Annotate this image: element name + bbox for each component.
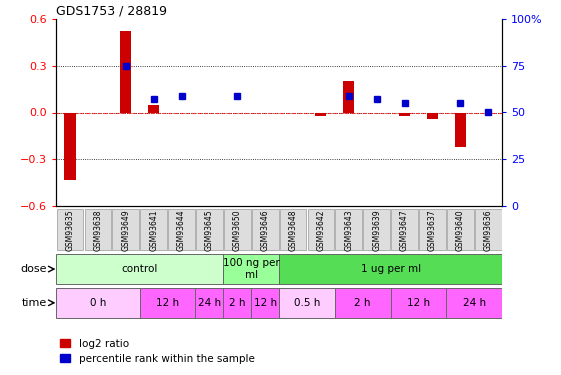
FancyBboxPatch shape <box>252 209 279 251</box>
Text: GSM93646: GSM93646 <box>261 209 270 251</box>
FancyBboxPatch shape <box>364 209 390 251</box>
Text: 24 h: 24 h <box>198 298 221 308</box>
FancyBboxPatch shape <box>223 254 279 284</box>
Bar <box>315 112 327 116</box>
FancyBboxPatch shape <box>195 288 223 318</box>
FancyBboxPatch shape <box>447 288 502 318</box>
FancyBboxPatch shape <box>419 209 446 251</box>
Text: 2 h: 2 h <box>229 298 246 308</box>
Text: dose: dose <box>21 264 47 274</box>
Bar <box>455 112 466 147</box>
Text: 0 h: 0 h <box>90 298 106 308</box>
Text: GSM93642: GSM93642 <box>316 209 325 251</box>
FancyBboxPatch shape <box>140 209 167 251</box>
FancyBboxPatch shape <box>475 209 502 251</box>
FancyBboxPatch shape <box>224 209 251 251</box>
FancyBboxPatch shape <box>447 209 473 251</box>
FancyBboxPatch shape <box>279 254 502 284</box>
Bar <box>148 105 159 112</box>
Text: 2 h: 2 h <box>355 298 371 308</box>
FancyBboxPatch shape <box>57 209 84 251</box>
Text: GSM93648: GSM93648 <box>288 209 297 251</box>
FancyBboxPatch shape <box>223 288 251 318</box>
Text: GSM93637: GSM93637 <box>428 209 437 251</box>
Text: 100 ng per
ml: 100 ng per ml <box>223 258 279 280</box>
Text: 12 h: 12 h <box>254 298 277 308</box>
FancyBboxPatch shape <box>56 254 223 284</box>
Text: 1 ug per ml: 1 ug per ml <box>361 264 421 274</box>
Text: GSM93649: GSM93649 <box>121 209 130 251</box>
FancyBboxPatch shape <box>112 209 139 251</box>
Text: GDS1753 / 28819: GDS1753 / 28819 <box>56 4 167 18</box>
Text: GSM93638: GSM93638 <box>94 209 103 251</box>
FancyBboxPatch shape <box>335 209 362 251</box>
FancyBboxPatch shape <box>279 209 306 251</box>
FancyBboxPatch shape <box>56 288 140 318</box>
Text: GSM93635: GSM93635 <box>66 209 75 251</box>
Bar <box>343 81 355 112</box>
Text: GSM93643: GSM93643 <box>344 209 353 251</box>
FancyBboxPatch shape <box>307 209 334 251</box>
FancyBboxPatch shape <box>168 209 195 251</box>
Text: GSM93647: GSM93647 <box>400 209 409 251</box>
FancyBboxPatch shape <box>335 288 390 318</box>
Text: GSM93636: GSM93636 <box>484 209 493 251</box>
Text: 12 h: 12 h <box>156 298 179 308</box>
FancyBboxPatch shape <box>391 209 418 251</box>
Text: time: time <box>22 298 47 308</box>
FancyBboxPatch shape <box>251 288 279 318</box>
FancyBboxPatch shape <box>279 288 335 318</box>
Text: GSM93641: GSM93641 <box>149 209 158 251</box>
Bar <box>427 112 438 119</box>
Bar <box>120 31 131 112</box>
Text: GSM93644: GSM93644 <box>177 209 186 251</box>
Text: GSM93650: GSM93650 <box>233 209 242 251</box>
Text: 24 h: 24 h <box>463 298 486 308</box>
Text: GSM93640: GSM93640 <box>456 209 465 251</box>
Legend: log2 ratio, percentile rank within the sample: log2 ratio, percentile rank within the s… <box>56 334 259 368</box>
FancyBboxPatch shape <box>85 209 111 251</box>
Text: 0.5 h: 0.5 h <box>294 298 320 308</box>
Text: 12 h: 12 h <box>407 298 430 308</box>
Text: GSM93639: GSM93639 <box>372 209 381 251</box>
Text: GSM93645: GSM93645 <box>205 209 214 251</box>
Text: control: control <box>122 264 158 274</box>
FancyBboxPatch shape <box>390 288 447 318</box>
Bar <box>399 112 410 116</box>
FancyBboxPatch shape <box>196 209 223 251</box>
Bar <box>65 112 76 180</box>
FancyBboxPatch shape <box>140 288 195 318</box>
